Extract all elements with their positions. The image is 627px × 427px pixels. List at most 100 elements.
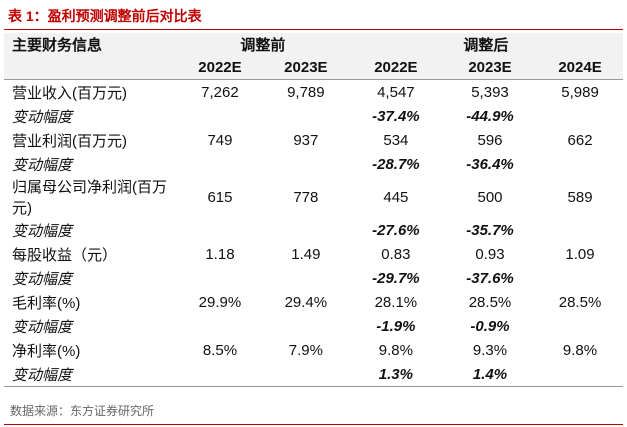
table-cell: -0.9% [470,317,510,335]
table-cell: 29.4% [284,293,328,311]
table-cell: 749 [207,131,233,149]
table-row: 变动幅度 -27.6% -35.7% [4,218,623,242]
table-cell: 662 [567,131,593,149]
table-cell: 变动幅度 [12,222,73,240]
table-cell [177,314,263,338]
table-row: 2022E 2023E 2022E 2023E 2024E [4,56,623,80]
table-cell: 1.3% [348,362,443,387]
table-cell: 28.1% [374,293,418,311]
table-cell [537,104,623,128]
table-cell: 7,262 [201,83,239,101]
table-cell: 28.5% [468,293,512,311]
table-cell: -35.7% [466,221,514,239]
table-cell: 445 [383,188,409,206]
table-cell: 营业收入(百万元) [12,84,127,102]
table-cell: 534 [383,131,409,149]
table-row: 主要财务信息 调整前 调整后 [4,33,623,56]
table-cell: 29.9% [198,293,242,311]
table-cell: 调整前 [177,33,349,56]
table-cell: 毛利率(%) [12,294,81,312]
table-cell: 变动幅度 [12,156,73,174]
table-cell [263,152,349,176]
table-cell: 9.3% [472,341,508,359]
table-cell: 9.8% [378,341,413,359]
table-cell: 5,989 [561,83,599,101]
table-cell: 9,789 [287,83,325,101]
table-cell [177,152,263,176]
table-row: 每股收益（元） 1.18 1.49 0.83 0.93 1.09 [4,242,623,266]
rule [4,424,623,425]
table-cell [537,218,623,242]
table-cell: 0.83 [381,245,411,263]
table-cell: 2023E [262,56,349,80]
table-cell [4,56,177,80]
table-cell [177,362,263,387]
table-cell: 1.09 [565,245,595,263]
table-cell [537,266,623,290]
table-cell [177,218,263,242]
table-cell: 营业利润(百万元) [12,132,127,150]
table: 主要财务信息 调整前 调整后 2022E 2023E 2022E 2023E 2024E 营业收… [4,33,623,387]
table-cell: 615 [207,188,233,206]
table-row: 归属母公司净利润(百万元) 615 778 445 500 589 [4,176,623,218]
table-cell: 1.4% [442,362,538,387]
table-cell: -28.7% [372,155,420,173]
table-cell: 净利率(%) [12,342,81,360]
table-cell [177,266,263,290]
table-cell: 调整后 [348,33,623,56]
table-cell: -29.7% [372,269,420,287]
table-cell: 2023E [442,56,538,80]
table-cell: 500 [477,188,503,206]
table-cell [263,314,349,338]
table-title: 表 1：盈利预测调整前后对比表 [8,8,202,24]
table-cell [537,362,623,387]
table-cell: 28.5% [558,293,602,311]
table-cell [177,104,263,128]
table-cell: 归属母公司净利润(百万元) [12,179,167,217]
table-cell: -37.4% [372,107,420,125]
table-cell: 589 [567,188,593,206]
table-cell: 2022E [177,56,263,80]
table-cell: 2022E [348,56,443,80]
table-cell: 9.8% [562,341,598,359]
table-cell: 7.9% [288,341,323,359]
table-cell: 0.93 [475,245,505,263]
table-cell [537,152,623,176]
table-cell: 主要财务信息 [4,33,177,56]
table-cell: 1.18 [205,245,235,263]
source: 数据来源：东方证券研究所 [10,404,155,418]
table-row: 变动幅度 -1.9% -0.9% [4,314,623,338]
table-row: 变动幅度 -28.7% -36.4% [4,152,623,176]
table-cell [263,266,349,290]
table-cell: -37.6% [466,269,514,287]
table-cell: -1.9% [376,317,416,335]
table-row: 净利率(%) 8.5% 7.9% 9.8% 9.3% 9.8% [4,338,623,362]
table-cell: -27.6% [372,221,420,239]
table-cell: 778 [293,188,319,206]
table-cell: 5,393 [471,83,509,101]
table-cell: 变动幅度 [4,362,177,387]
table-row: 营业利润(百万元) 749 937 534 596 662 [4,128,623,152]
table-cell [263,104,349,128]
table-cell [263,218,349,242]
table-row: 毛利率(%) 29.9% 29.4% 28.1% 28.5% 28.5% [4,290,623,314]
table-cell: 1.49 [291,245,321,263]
table-cell: -36.4% [466,155,514,173]
table-cell: 4,547 [377,83,415,101]
table-cell: -44.9% [466,107,514,125]
table-cell: 变动幅度 [12,270,73,288]
table-row: 变动幅度 1.3% 1.4% [4,362,623,387]
table-cell: 2024E [537,56,623,80]
rule [4,29,623,30]
table-cell: 变动幅度 [12,318,73,336]
table-cell [262,362,349,387]
table-row: 变动幅度 -37.4% -44.9% [4,104,623,128]
table-cell [537,314,623,338]
table-row: 变动幅度 -29.7% -37.6% [4,266,623,290]
table-cell: 8.5% [202,341,238,359]
table-cell: 每股收益（元） [12,246,118,264]
table-cell: 937 [293,131,319,149]
table-row: 营业收入(百万元) 7,262 9,789 4,547 5,393 5,989 [4,80,623,105]
table-cell: 596 [477,131,503,149]
